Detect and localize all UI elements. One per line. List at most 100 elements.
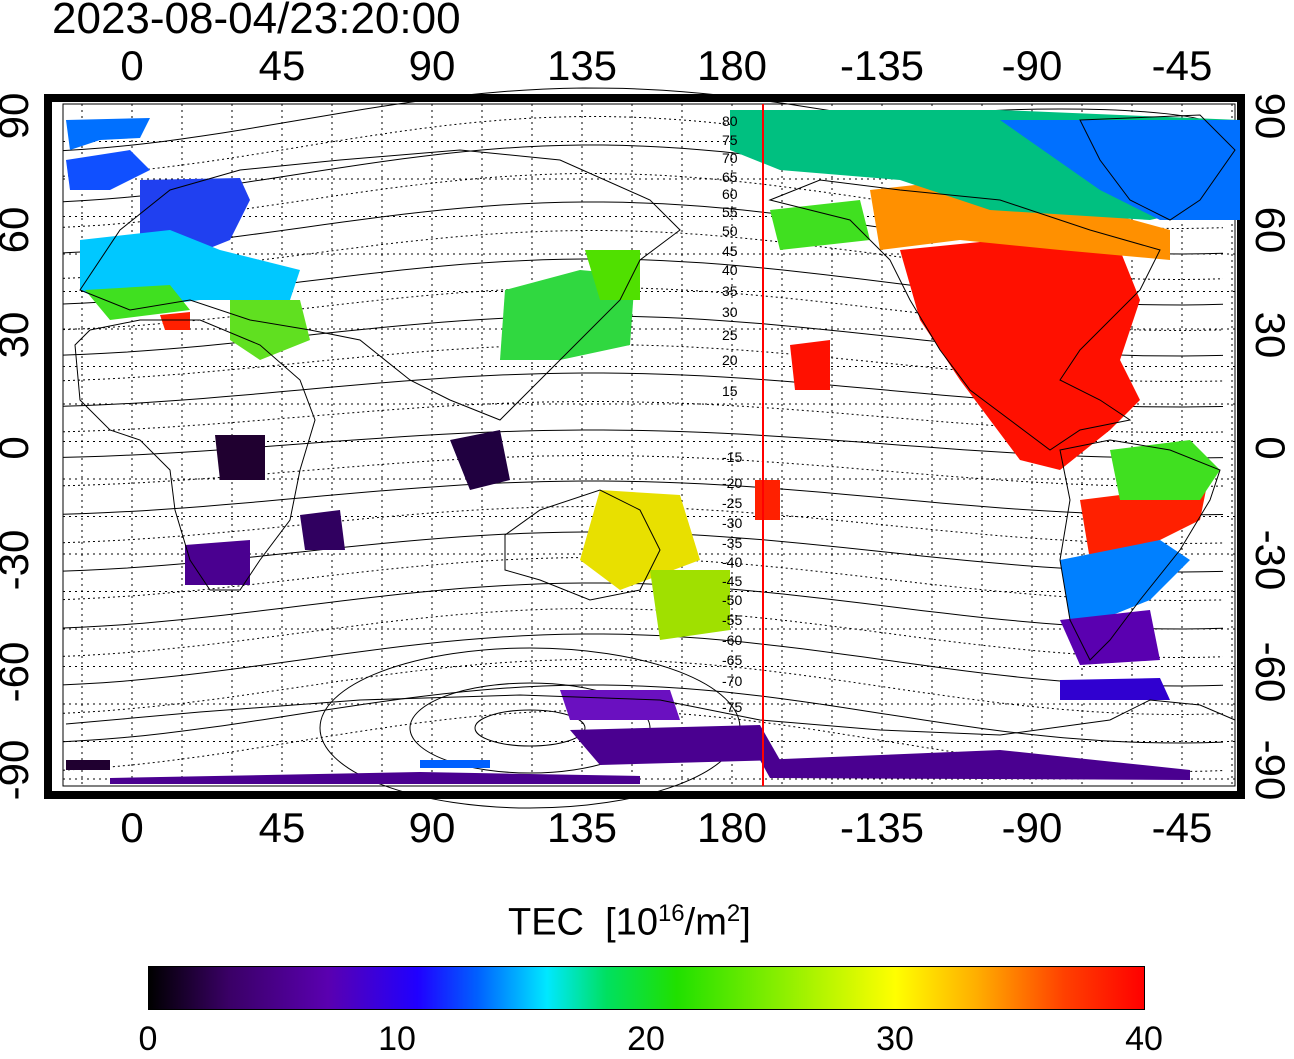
magnetic-latitude-label: -65 xyxy=(722,652,742,668)
tec-region-patagonia xyxy=(1060,610,1160,665)
magnetic-latitude-label: -25 xyxy=(722,495,742,511)
coastline-africa xyxy=(74,319,316,591)
tec-region-hawaii xyxy=(790,340,830,390)
tec-region-antarctic-4 xyxy=(760,750,1190,780)
tec-region-madagascar xyxy=(300,510,345,550)
magnetic-latitude-curve xyxy=(62,608,1224,659)
magnetic-latitude-label: 20 xyxy=(722,352,738,368)
tec-data-regions xyxy=(66,110,1240,784)
magnetic-latitude-label: -55 xyxy=(722,612,742,628)
magnetic-latitude-label: 55 xyxy=(722,204,738,220)
lon-label-bottom: 90 xyxy=(408,804,456,851)
tec-region-africa-central xyxy=(215,435,265,480)
tec-region-south-africa xyxy=(185,540,250,585)
lon-label-bottom: 135 xyxy=(546,804,618,851)
magnetic-latitude-curve xyxy=(62,401,1224,433)
magnetic-latitude-curve xyxy=(62,344,1224,383)
lon-label-bottom: -135 xyxy=(839,804,925,851)
lon-label-top: 0 xyxy=(120,42,144,89)
tec-region-argentina xyxy=(1060,540,1190,620)
magnetic-latitude-label: 70 xyxy=(722,150,738,166)
tec-region-se-asia xyxy=(450,430,510,490)
magnetic-latitude-curve xyxy=(62,684,1224,744)
map-frame-top xyxy=(48,94,1243,102)
magnetic-latitude-label: -50 xyxy=(722,592,742,608)
tec-region-antarctic-7 xyxy=(420,760,490,768)
coastline-antarctica xyxy=(65,694,1236,736)
tec-region-mediterranean xyxy=(160,312,190,330)
magnetic-latitude-label: 60 xyxy=(722,186,738,202)
map-frame-right xyxy=(1237,94,1245,799)
tec-region-europe-south xyxy=(85,285,190,320)
tec-region-antarctic-1 xyxy=(110,772,640,784)
magnetic-latitude-label: 35 xyxy=(722,283,738,299)
colorbar-tick: 10 xyxy=(378,1020,416,1058)
lon-label-bottom: -45 xyxy=(1151,804,1213,851)
lon-label-bottom: 180 xyxy=(696,804,768,851)
magnetic-latitude-label: -70 xyxy=(722,673,742,689)
magnetic-latitude-label: 45 xyxy=(722,243,738,259)
magnetic-latitude-label: -60 xyxy=(722,632,742,648)
colorbar xyxy=(148,966,1145,1010)
coastline-south-america xyxy=(1059,439,1221,661)
coastlines xyxy=(65,114,1236,736)
lon-label-top: -135 xyxy=(839,42,925,89)
tec-region-pacific-south xyxy=(755,480,780,520)
tec-region-middleeast xyxy=(230,300,310,360)
magnetic-latitude-label: -30 xyxy=(722,515,742,531)
plot-title: 2023-08-04/23:20:00 xyxy=(52,0,461,43)
magnetic-latitude-label: 40 xyxy=(722,262,738,278)
colorbar-title: TEC [1016/m2] xyxy=(508,900,751,944)
magnetic-latitude-label: 25 xyxy=(722,327,738,343)
magnetic-latitude-label: -75 xyxy=(722,699,742,715)
magnetic-latitude-label: 80 xyxy=(722,113,738,129)
tec-region-antarctic-5 xyxy=(1060,678,1170,700)
tec-region-greenland xyxy=(1000,120,1240,220)
tec-region-south-atlantic xyxy=(1110,440,1220,500)
magnetic-latitude-label: -45 xyxy=(722,573,742,589)
lon-label-top: 90 xyxy=(408,42,456,89)
colorbar-tick: 30 xyxy=(876,1020,914,1058)
coastline-australia xyxy=(504,489,661,601)
tec-region-antarctic-2 xyxy=(570,725,780,765)
colorbar-tick: 20 xyxy=(627,1020,665,1058)
lon-label-top: -90 xyxy=(1001,42,1063,89)
coastline-north-america xyxy=(768,179,1161,451)
magnetic-pole-contour xyxy=(474,709,586,747)
magnetic-latitude-label: -35 xyxy=(722,535,742,551)
magnetic-latitude-label: 30 xyxy=(722,304,738,320)
tec-region-canada xyxy=(870,180,1170,260)
coastline-greenland xyxy=(1079,114,1236,221)
lon-label-top: 45 xyxy=(258,42,306,89)
magnetic-latitude-curve xyxy=(62,480,1224,516)
magnetic-latitude-label: 65 xyxy=(722,169,738,185)
tec-region-new-zealand xyxy=(650,570,730,640)
lon-label-bottom: 45 xyxy=(258,804,306,851)
colorbar-tick: 0 xyxy=(138,1020,158,1058)
lon-label-bottom: 0 xyxy=(120,804,144,851)
tec-region-scandinavia xyxy=(66,150,150,190)
magnetic-latitude-label: -40 xyxy=(722,554,742,570)
lon-label-top: 135 xyxy=(546,42,618,89)
magnetic-latitude-label: 15 xyxy=(722,383,738,399)
magnetic-latitude-curve xyxy=(62,633,1224,687)
lon-label-bottom: -90 xyxy=(1001,804,1063,851)
coastline-eurasia xyxy=(79,149,681,421)
tec-region-antarctic-6 xyxy=(66,760,110,770)
tec-region-australia-east xyxy=(580,490,700,590)
tec-region-north-america xyxy=(900,240,1140,470)
tec-region-antarctic-3 xyxy=(560,690,680,720)
lon-label-top: 180 xyxy=(696,42,768,89)
magnetic-latitude-label: -20 xyxy=(722,475,742,491)
magnetic-latitude-label: 75 xyxy=(722,132,738,148)
map-frame-left xyxy=(44,94,52,799)
magnetic-latitude-curve xyxy=(62,455,1224,487)
lon-label-top: -45 xyxy=(1151,42,1213,89)
magnetic-latitude-label: 50 xyxy=(722,223,738,239)
tec-region-europe-north xyxy=(66,118,150,150)
magnetic-latitude-label: -15 xyxy=(722,449,742,465)
tec-region-alaska xyxy=(770,200,870,250)
colorbar-tick: 40 xyxy=(1125,1020,1163,1058)
